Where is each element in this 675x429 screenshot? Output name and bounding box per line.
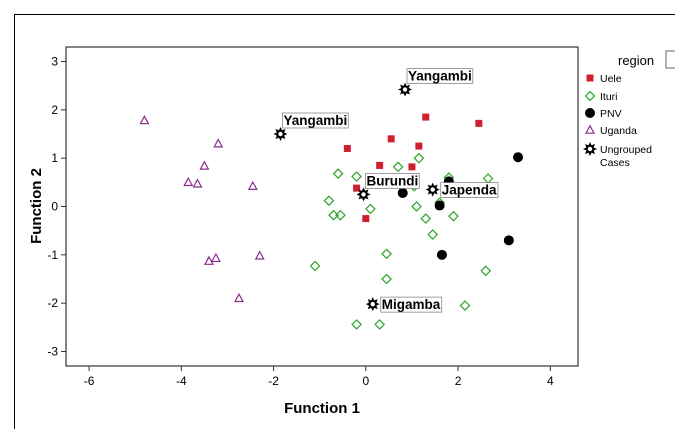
annotation-labels-group: Yangambi Yangambi Burundi Japenda Migamba [282, 68, 499, 313]
legend: region Uele Ituri PNV Uganda Ungrouped Cases [583, 50, 675, 169]
ituri-point [413, 152, 425, 164]
uganda-point [247, 180, 258, 190]
plot-area-frame [65, 46, 579, 367]
ituri-point [448, 210, 459, 222]
ungrouped-cases-point [425, 182, 440, 197]
y-tick-label: 2 [51, 103, 58, 117]
x-tick-label: 2 [455, 374, 462, 388]
y-tick-label: -2 [47, 296, 58, 310]
x-tick-label: 0 [362, 374, 369, 388]
uele-point [475, 119, 483, 127]
ituri-point [381, 273, 392, 285]
ituri-point [381, 248, 392, 260]
uganda-point [192, 178, 203, 188]
axes-group: -6 -4 -2 0 2 4 3 2 1 0 -1 -2 -3 [47, 55, 554, 389]
uele-point [362, 215, 370, 223]
legend-ungrouped-cases-marker [583, 142, 597, 156]
point-label-text: Migamba [382, 297, 441, 312]
legend-title: region [618, 53, 654, 68]
ituri-point [351, 171, 363, 182]
legend-ituri-marker [584, 90, 596, 102]
uganda-point [210, 252, 221, 263]
point-label: Migamba [380, 296, 443, 313]
y-tick-label: 3 [51, 55, 58, 69]
ungrouped-cases-point [398, 82, 413, 97]
ituri-point [323, 195, 335, 207]
ituri-point [480, 265, 492, 277]
x-tick-label: 4 [547, 374, 554, 388]
pnv-point [503, 235, 514, 246]
ituri-point [365, 203, 376, 215]
ituri-point [309, 260, 321, 272]
uganda-point [183, 176, 194, 187]
pnv-point [434, 200, 445, 211]
point-label: Yangambi [406, 68, 474, 84]
y-axis-title: Function 2 [28, 168, 45, 244]
y-tick-label: 0 [51, 200, 58, 214]
point-label: Burundi [365, 173, 420, 189]
ituri-point [351, 319, 363, 330]
ituri-point [392, 161, 404, 173]
ungrouped-cases-point [365, 297, 380, 312]
ituri-point [332, 168, 344, 180]
pnv-point [513, 152, 524, 163]
uganda-point [203, 255, 214, 265]
ungrouped-cases-point [356, 187, 371, 202]
point-label-text: Japenda [442, 183, 497, 198]
uele-point [376, 161, 384, 169]
figure-frame [14, 14, 675, 429]
pnv-point [397, 187, 408, 198]
legend-uganda-label: Uganda [600, 125, 637, 137]
legend-ituri-label: Ituri [600, 91, 618, 103]
ituri-point [335, 209, 346, 221]
ituri-point [427, 229, 439, 240]
legend-uele-label: Uele [600, 73, 622, 85]
ungrouped-cases-point [273, 127, 288, 141]
legend-ungrouped-cases-label: Ungrouped Cases [600, 144, 652, 169]
x-tick-label: -4 [176, 374, 187, 388]
legend-uganda-marker [584, 124, 596, 134]
point-label: Japenda [440, 182, 499, 198]
legend-uele-marker [586, 74, 594, 82]
uele-point [408, 163, 416, 171]
legend-pnv-marker [585, 108, 595, 118]
pnv-point [436, 249, 447, 260]
uele-point [387, 135, 395, 143]
uganda-point [199, 160, 210, 170]
x-axis-title: Function 1 [284, 400, 360, 417]
y-tick-label: -3 [47, 345, 58, 359]
x-tick-label: -6 [84, 374, 95, 388]
point-label-text: Yangambi [408, 69, 472, 84]
y-tick-label: -1 [47, 248, 58, 262]
point-label: Yangambi [282, 112, 349, 129]
uele-point [343, 145, 351, 152]
point-label-text: Yangambi [283, 113, 347, 128]
uganda-point [213, 138, 224, 148]
uele-point [415, 142, 423, 150]
uganda-point [254, 250, 265, 260]
ituri-point [459, 300, 471, 312]
x-tick-label: -2 [268, 374, 279, 388]
ituri-point [374, 319, 386, 330]
y-tick-label: 1 [51, 151, 58, 165]
ituri-point [420, 213, 432, 225]
uganda-point [233, 292, 244, 303]
legend-title-box [665, 50, 675, 69]
point-label-text: Burundi [367, 173, 419, 188]
legend-pnv-label: PNV [600, 108, 622, 120]
data-points-group [139, 82, 524, 330]
uganda-point [139, 115, 150, 125]
ituri-point [411, 201, 422, 212]
uele-point [422, 113, 430, 121]
uele-point [353, 184, 361, 192]
